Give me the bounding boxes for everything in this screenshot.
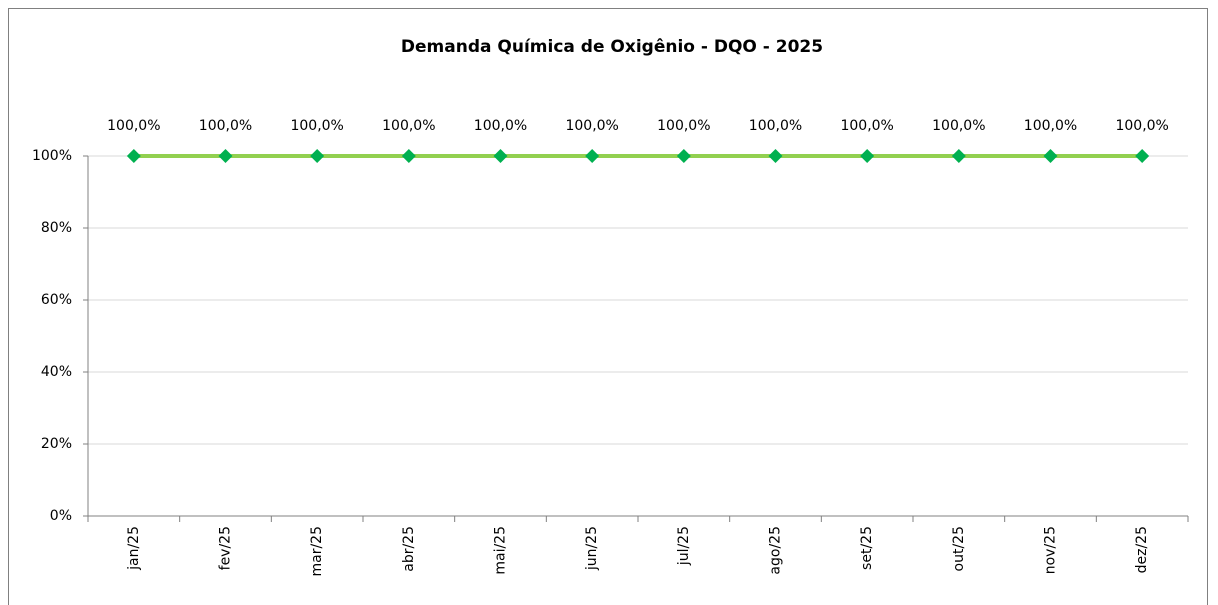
data-label: 100,0% [565,118,618,134]
marker [1043,149,1058,163]
data-label: 100,0% [199,118,252,134]
x-tick-label: jul/25 [676,526,692,566]
data-label: 100,0% [840,118,893,134]
y-tick-label: 20% [41,436,72,452]
x-tick-label: dez/25 [1134,526,1150,573]
marker [310,149,325,163]
data-label: 100,0% [290,118,343,134]
x-tick-label: nov/25 [1043,526,1059,574]
marker [676,149,691,163]
data-label: 100,0% [382,118,435,134]
x-tick-label: jan/25 [126,526,142,571]
chart-border [8,8,1208,605]
marker [218,149,233,163]
x-tick-label: set/25 [859,526,875,570]
x-tick-label: ago/25 [768,526,784,575]
chart-title: Demanda Química de Oxigênio - DQO - 2025 [401,37,823,57]
x-tick-label: mai/25 [493,526,509,575]
marker [1135,149,1150,163]
x-tick-label: jun/25 [584,526,600,571]
data-label: 100,0% [474,118,527,134]
marker [493,149,508,163]
x-tick-label: mar/25 [309,526,325,577]
marker [585,149,600,163]
y-tick-label: 100% [32,148,72,164]
x-tick-label: abr/25 [401,526,417,572]
y-tick-label: 0% [50,508,72,524]
marker [951,149,966,163]
x-tick-label: out/25 [951,526,967,571]
data-label: 100,0% [749,118,802,134]
data-label: 100,0% [1024,118,1077,134]
marker [401,149,416,163]
y-tick-label: 40% [41,364,72,380]
data-label: 100,0% [1115,118,1168,134]
x-tick-label: fev/25 [218,526,234,570]
y-tick-label: 80% [41,220,72,236]
data-label: 100,0% [657,118,710,134]
marker [768,149,783,163]
data-label: 100,0% [107,118,160,134]
marker [126,149,141,163]
data-label: 100,0% [932,118,985,134]
y-tick-label: 60% [41,292,72,308]
marker [860,149,875,163]
